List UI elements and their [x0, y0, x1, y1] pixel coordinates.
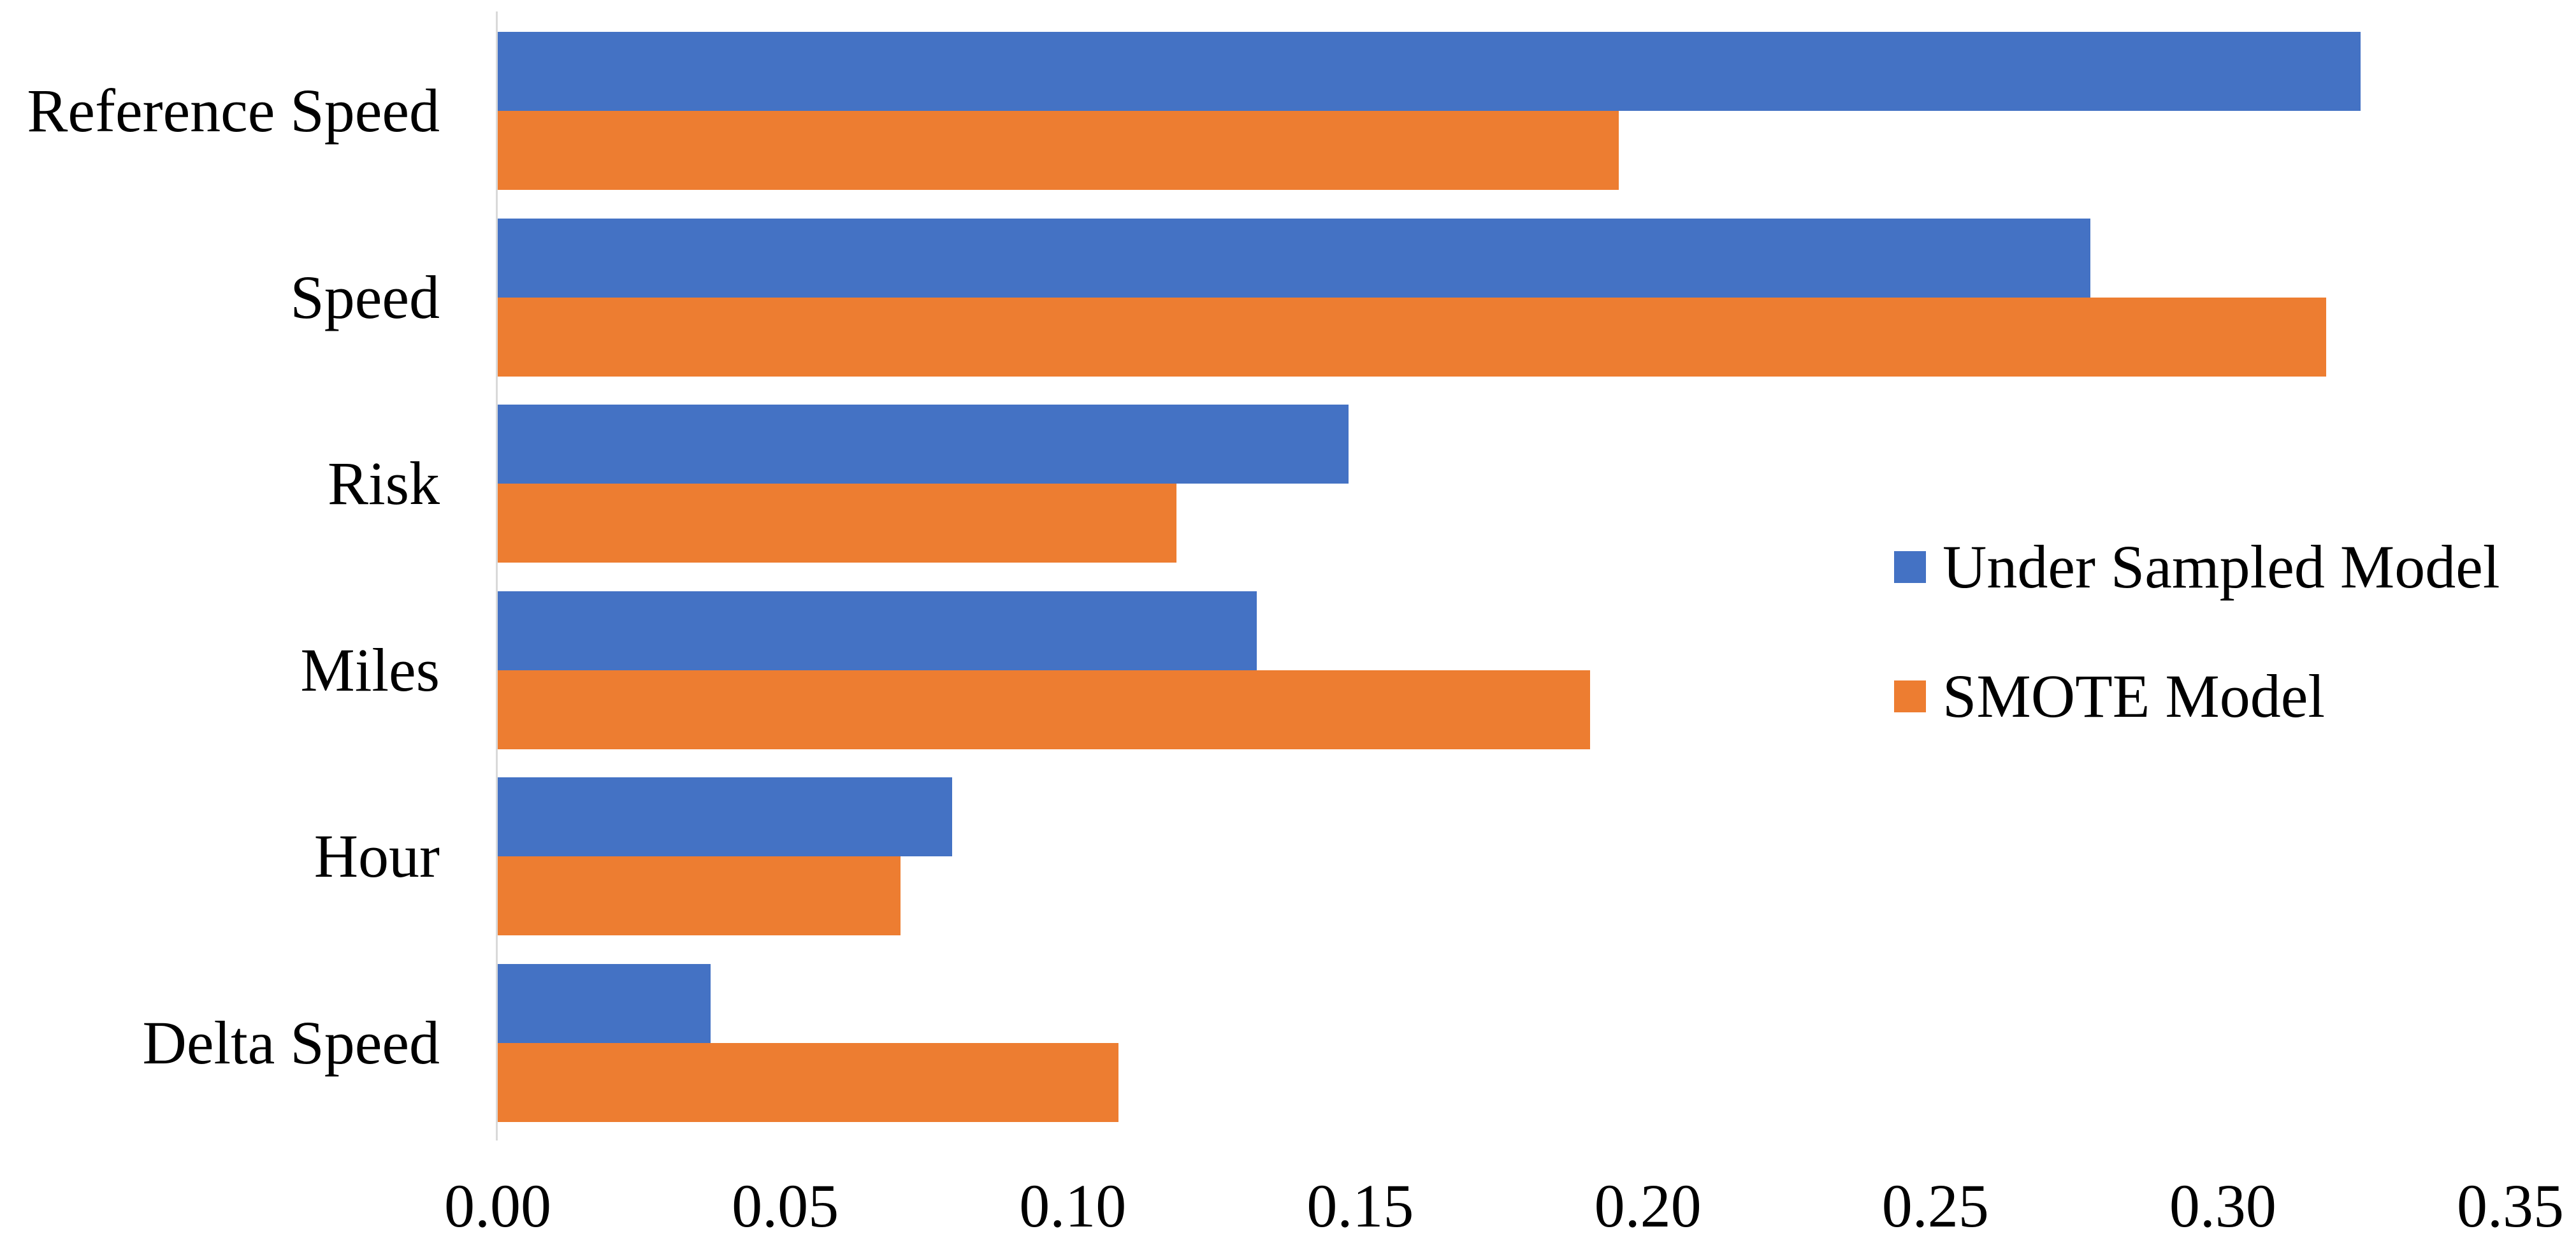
bar-under-sampled [498, 591, 1257, 670]
bar-smote [498, 484, 1176, 563]
bar-smote [498, 1043, 1119, 1122]
legend-entry: SMOTE Model [1894, 666, 2325, 727]
legend-swatch-under-sampled [1894, 551, 1926, 583]
bar-smote [498, 670, 1591, 749]
x-tick-label: 0.20 [1594, 1172, 1702, 1240]
x-tick-label: 0.30 [2169, 1172, 2276, 1240]
category-label: Reference Speed [27, 76, 440, 145]
legend-label: SMOTE Model [1943, 662, 2325, 730]
legend-entry: Under Sampled Model [1894, 536, 2500, 598]
bar-smote [498, 297, 2327, 377]
bar-under-sampled [498, 405, 1349, 484]
category-label: Miles [300, 635, 440, 704]
category-label: Hour [314, 822, 440, 891]
bar-smote [498, 856, 901, 936]
x-tick-label: 0.15 [1306, 1172, 1414, 1240]
x-tick-label: 0.35 [2457, 1172, 2564, 1240]
bar-under-sampled [498, 777, 952, 857]
bar-under-sampled [498, 218, 2091, 298]
bar-under-sampled [498, 32, 2361, 111]
category-label: Risk [327, 449, 440, 518]
x-tick-label: 0.00 [444, 1172, 551, 1240]
bar-smote [498, 111, 1619, 190]
category-label: Speed [290, 263, 440, 331]
category-label: Delta Speed [142, 1009, 440, 1077]
y-axis-line [496, 11, 498, 1140]
legend-label: Under Sampled Model [1943, 533, 2500, 601]
x-tick-label: 0.10 [1019, 1172, 1127, 1240]
x-tick-label: 0.05 [732, 1172, 839, 1240]
x-tick-label: 0.25 [1881, 1172, 1989, 1240]
bar-under-sampled [498, 964, 711, 1043]
legend-swatch-smote [1894, 680, 1926, 712]
